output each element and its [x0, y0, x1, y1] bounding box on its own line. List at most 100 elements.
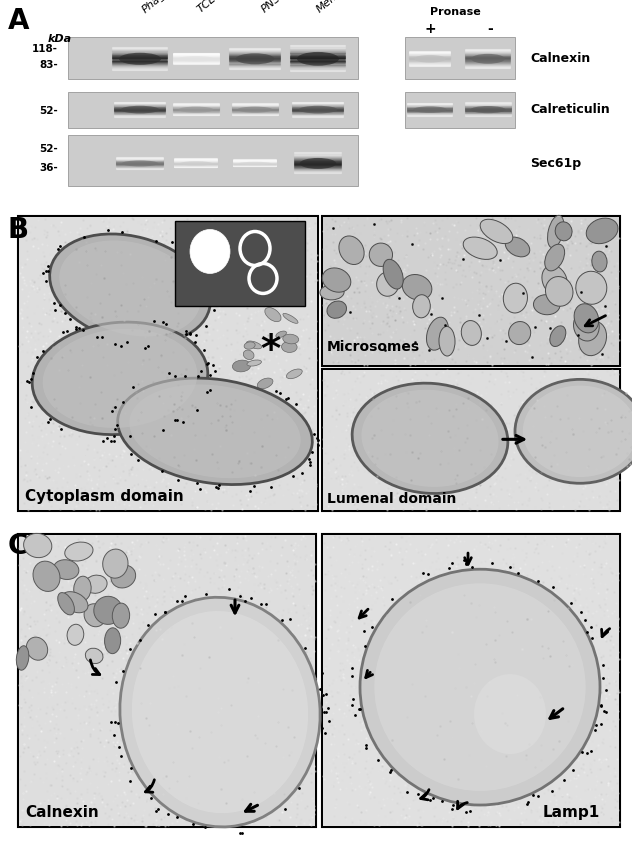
- Ellipse shape: [383, 259, 403, 289]
- Ellipse shape: [586, 218, 618, 243]
- Ellipse shape: [33, 561, 60, 591]
- Text: Lamp1: Lamp1: [543, 805, 600, 820]
- Ellipse shape: [85, 648, 103, 663]
- Ellipse shape: [286, 369, 302, 379]
- Text: Calnexin: Calnexin: [530, 52, 590, 66]
- Ellipse shape: [505, 237, 530, 257]
- Ellipse shape: [104, 628, 121, 653]
- Ellipse shape: [360, 569, 600, 805]
- Ellipse shape: [64, 542, 93, 561]
- Ellipse shape: [178, 107, 214, 113]
- Ellipse shape: [74, 576, 91, 601]
- Ellipse shape: [574, 304, 599, 333]
- Ellipse shape: [471, 54, 505, 64]
- Ellipse shape: [322, 268, 351, 292]
- Ellipse shape: [320, 285, 344, 300]
- Bar: [68, 37, 358, 79]
- Ellipse shape: [32, 322, 208, 434]
- Ellipse shape: [327, 301, 346, 318]
- Ellipse shape: [53, 560, 79, 579]
- Bar: [18, 216, 318, 511]
- Text: 118-: 118-: [32, 44, 58, 54]
- Bar: [322, 370, 620, 511]
- Bar: [322, 216, 620, 366]
- Ellipse shape: [121, 106, 159, 114]
- Bar: [405, 92, 515, 127]
- Ellipse shape: [246, 341, 262, 349]
- Ellipse shape: [130, 385, 301, 478]
- Ellipse shape: [545, 276, 573, 306]
- Ellipse shape: [247, 360, 262, 366]
- Ellipse shape: [178, 56, 214, 61]
- Text: *: *: [260, 333, 280, 370]
- Ellipse shape: [103, 549, 128, 578]
- Ellipse shape: [243, 350, 254, 360]
- Text: -: -: [487, 22, 493, 36]
- Text: Cytoplasm domain: Cytoplasm domain: [25, 489, 184, 504]
- Bar: [322, 534, 620, 827]
- Ellipse shape: [122, 161, 158, 167]
- Ellipse shape: [283, 334, 299, 344]
- Ellipse shape: [533, 295, 560, 315]
- Ellipse shape: [276, 331, 286, 338]
- Text: Sec61p: Sec61p: [530, 157, 581, 170]
- Text: Memb: Memb: [315, 0, 348, 14]
- Ellipse shape: [573, 311, 599, 341]
- Ellipse shape: [257, 378, 273, 389]
- Ellipse shape: [369, 243, 392, 266]
- Text: Phago: Phago: [140, 0, 173, 14]
- Ellipse shape: [299, 106, 337, 114]
- Ellipse shape: [119, 53, 161, 65]
- Ellipse shape: [550, 326, 566, 347]
- Bar: [68, 135, 358, 186]
- Ellipse shape: [503, 283, 528, 313]
- Ellipse shape: [233, 360, 251, 372]
- Ellipse shape: [470, 106, 506, 113]
- Bar: [19, 217, 317, 510]
- Ellipse shape: [281, 342, 297, 353]
- Ellipse shape: [94, 596, 123, 625]
- Text: kDa: kDa: [48, 34, 72, 44]
- Bar: [323, 217, 619, 365]
- Ellipse shape: [297, 52, 339, 66]
- Ellipse shape: [576, 271, 607, 304]
- Ellipse shape: [592, 251, 607, 272]
- Ellipse shape: [300, 158, 336, 169]
- Ellipse shape: [111, 565, 136, 588]
- Text: Calreticulin: Calreticulin: [530, 103, 610, 116]
- Text: 36-: 36-: [39, 163, 58, 173]
- Ellipse shape: [43, 329, 197, 428]
- Ellipse shape: [27, 637, 47, 660]
- Ellipse shape: [61, 592, 88, 613]
- Ellipse shape: [509, 322, 531, 344]
- Ellipse shape: [579, 322, 607, 355]
- Text: Microsomes: Microsomes: [327, 340, 420, 354]
- Ellipse shape: [439, 327, 455, 356]
- Text: A: A: [8, 7, 30, 35]
- Ellipse shape: [377, 272, 399, 296]
- Ellipse shape: [16, 646, 29, 670]
- Bar: [323, 536, 619, 826]
- Ellipse shape: [362, 390, 499, 487]
- Ellipse shape: [118, 378, 312, 484]
- Text: Pronase: Pronase: [430, 7, 481, 17]
- Ellipse shape: [474, 674, 546, 754]
- Ellipse shape: [480, 219, 513, 243]
- Ellipse shape: [265, 307, 281, 322]
- Ellipse shape: [112, 603, 130, 628]
- Ellipse shape: [461, 321, 482, 345]
- Text: Calnexin: Calnexin: [25, 805, 99, 820]
- Ellipse shape: [413, 106, 447, 113]
- Ellipse shape: [283, 313, 298, 323]
- Ellipse shape: [545, 244, 564, 271]
- Text: C: C: [8, 532, 28, 560]
- Ellipse shape: [523, 386, 632, 477]
- Ellipse shape: [555, 221, 572, 241]
- Ellipse shape: [542, 265, 568, 296]
- Ellipse shape: [238, 107, 272, 113]
- Ellipse shape: [413, 295, 430, 317]
- Bar: [175, 221, 305, 306]
- Bar: [68, 92, 358, 127]
- Ellipse shape: [515, 380, 632, 483]
- Ellipse shape: [67, 624, 84, 645]
